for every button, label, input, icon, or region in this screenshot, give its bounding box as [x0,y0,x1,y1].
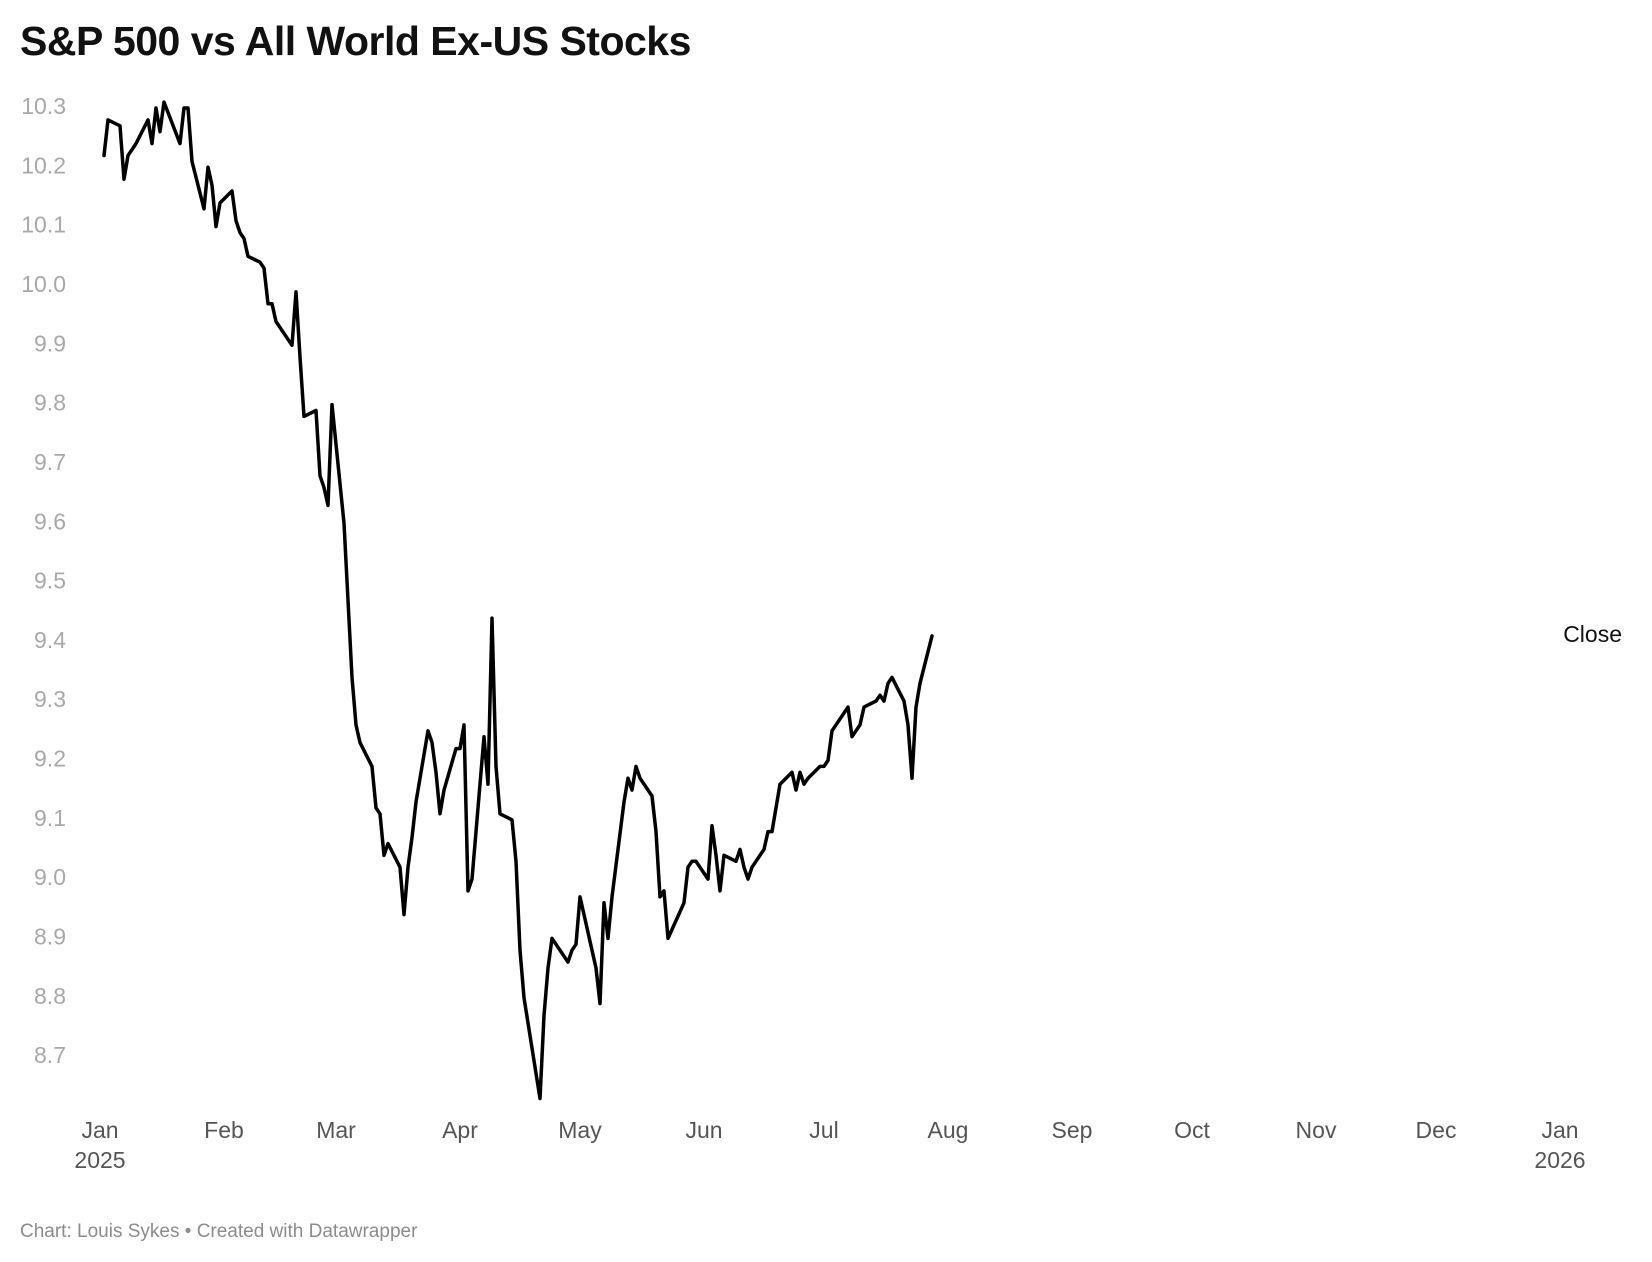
y-tick-label: 8.8 [34,983,66,1009]
x-tick-label: Dec [1416,1117,1457,1143]
chart-footer: Chart: Louis Sykes • Created with Datawr… [20,1221,417,1243]
x-tick-label: Oct [1174,1117,1210,1143]
series-layer: Close [102,100,1622,1101]
x-tick-year-label: 2025 [74,1147,125,1173]
footer-separator: • [184,1221,192,1242]
y-tick-label: 9.6 [34,508,66,534]
footer-credit: Chart: Louis Sykes [20,1221,180,1242]
x-tick-label: Jun [685,1117,722,1143]
x-axis: Jan 2025 Feb Mar Apr May Jun Jul Aug Sep Oct Nov Dec… [74,1117,1585,1173]
y-tick-label: 8.7 [34,1042,66,1068]
x-tick-label: Nov [1296,1117,1337,1143]
x-tick-label: Aug [928,1117,969,1143]
footer-tool: Created with Datawrapper [196,1221,418,1242]
x-tick-label: Jul [809,1117,838,1143]
y-tick-label: 10.3 [21,93,66,119]
x-tick-label: Feb [204,1117,244,1143]
y-tick-label: 9.3 [34,686,66,712]
y-tick-label: 9.4 [34,627,66,653]
series-label-close: Close [1563,621,1622,647]
y-tick-label: 9.0 [34,864,66,890]
y-axis: 10.3 10.2 10.1 10.0 9.9 9.8 9.7 9.6 9.5 9.4 9.3 9.2… [21,93,66,1068]
x-tick-label: Apr [442,1117,478,1143]
y-tick-label: 10.2 [21,152,66,178]
x-tick-year-label: 2026 [1534,1147,1585,1173]
y-tick-label: 10.1 [21,212,66,238]
y-tick-label: 9.9 [34,330,66,356]
y-tick-label: 9.1 [34,805,66,831]
y-tick-label: 9.7 [34,449,66,475]
y-tick-label: 10.0 [21,271,66,297]
y-tick-label: 9.2 [34,746,66,772]
x-tick-label: Sep [1052,1117,1093,1143]
series-line-close [102,100,934,1101]
x-tick-label: Mar [316,1117,356,1143]
chart-title: S&P 500 vs All World Ex-US Stocks [20,18,691,64]
x-tick-label: Jan [81,1117,118,1143]
x-tick-label: May [558,1117,602,1143]
y-tick-label: 9.8 [34,390,66,416]
y-tick-label: 8.9 [34,923,66,949]
x-tick-label: Jan [1541,1117,1578,1143]
y-tick-label: 9.5 [34,568,66,594]
